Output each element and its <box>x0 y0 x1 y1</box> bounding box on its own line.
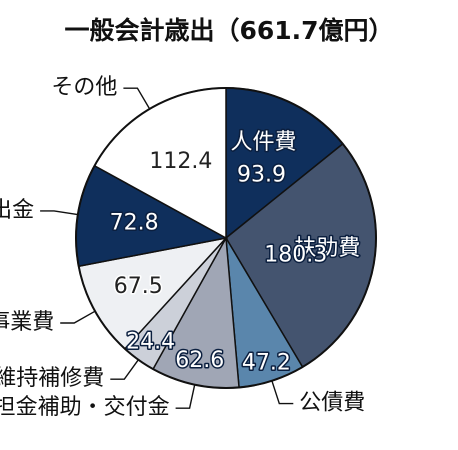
leader-line-6 <box>40 210 78 216</box>
leader-line-3 <box>175 384 196 409</box>
slice-value-1: 180.3 <box>264 243 327 268</box>
slice-label-1: 扶助費 <box>294 236 360 261</box>
slice-label-7: その他 <box>51 75 117 100</box>
chart-title: 一般会計歳出（661.7億円） <box>64 16 393 45</box>
slice-label-5: 建設事業費 <box>0 310 54 335</box>
slice-value-2: 47.2 <box>242 351 291 376</box>
slices-layer <box>75 87 377 389</box>
slice-value-5: 67.5 <box>114 274 163 299</box>
pie-outline <box>75 87 377 389</box>
slice-label-6: 繰出金 <box>0 198 34 223</box>
slice-value-0: 93.9 <box>237 162 286 187</box>
slice-value-6: 72.8 <box>110 211 159 236</box>
slice-value-3: 62.6 <box>175 348 224 373</box>
slice-label-2: 公債費 <box>299 391 365 416</box>
slice-label-0: 人件費 <box>230 130 296 155</box>
slice-label-4: 維持補修費 <box>0 366 104 391</box>
slice-value-7: 112.4 <box>149 149 212 174</box>
leader-line-5 <box>60 310 96 324</box>
leader-line-7 <box>123 87 151 110</box>
leader-line-2 <box>271 380 294 405</box>
leader-line-4 <box>110 359 139 380</box>
slice-label-3: 負担金補助・交付金 <box>0 395 170 420</box>
slice-value-4: 24.4 <box>126 330 175 355</box>
leader-lines-layer <box>40 87 294 409</box>
